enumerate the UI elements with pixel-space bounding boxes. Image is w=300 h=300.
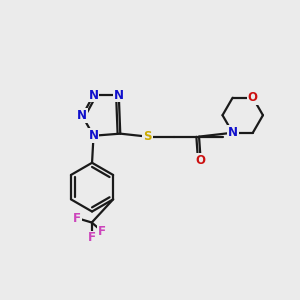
Text: O: O [248,91,258,104]
Text: F: F [73,212,81,225]
Text: F: F [88,232,96,244]
Text: F: F [98,225,106,238]
Text: N: N [88,129,98,142]
Text: S: S [143,130,152,143]
Text: O: O [196,154,206,167]
Text: N: N [88,88,98,101]
Text: N: N [77,109,87,122]
Text: N: N [114,88,124,101]
Text: N: N [228,126,238,139]
